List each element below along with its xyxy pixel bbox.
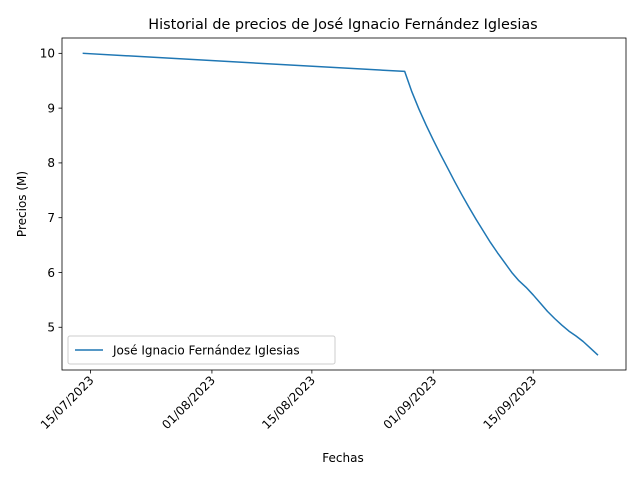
legend-label: José Ignacio Fernández Iglesias xyxy=(112,344,300,358)
y-axis-ticks: 5 6 7 8 9 10 xyxy=(40,47,62,335)
x-axis-ticks: 15/07/2023 01/08/2023 15/08/2023 01/09/2023… xyxy=(38,370,539,432)
chart-title: Historial de precios de José Ignacio Fer… xyxy=(148,17,537,33)
plot-area: 5 6 7 8 9 10 15/07/2023 01/08/2023 15/08/2023 01… xyxy=(38,37,627,432)
x-tick-label: 15/08/2023 xyxy=(259,373,318,432)
series-line xyxy=(82,52,599,356)
legend: José Ignacio Fernández Iglesias xyxy=(67,335,336,365)
x-tick-label: 01/09/2023 xyxy=(381,373,440,432)
axes-frame xyxy=(61,37,627,371)
x-tick-label: 15/09/2023 xyxy=(480,373,539,432)
y-tick-label: 9 xyxy=(47,101,55,115)
y-tick-label: 10 xyxy=(40,47,55,61)
y-tick-label: 6 xyxy=(47,266,55,280)
y-axis-label: Precios (M) xyxy=(15,171,29,237)
x-axis-label: Fechas xyxy=(322,451,363,465)
y-tick-label: 7 xyxy=(47,211,55,225)
legend-box xyxy=(67,335,336,365)
x-tick-label: 15/07/2023 xyxy=(38,373,97,432)
x-tick-label: 01/08/2023 xyxy=(159,373,218,432)
series-layer xyxy=(82,52,599,356)
y-tick-label: 8 xyxy=(47,156,55,170)
y-tick-label: 5 xyxy=(47,321,55,335)
